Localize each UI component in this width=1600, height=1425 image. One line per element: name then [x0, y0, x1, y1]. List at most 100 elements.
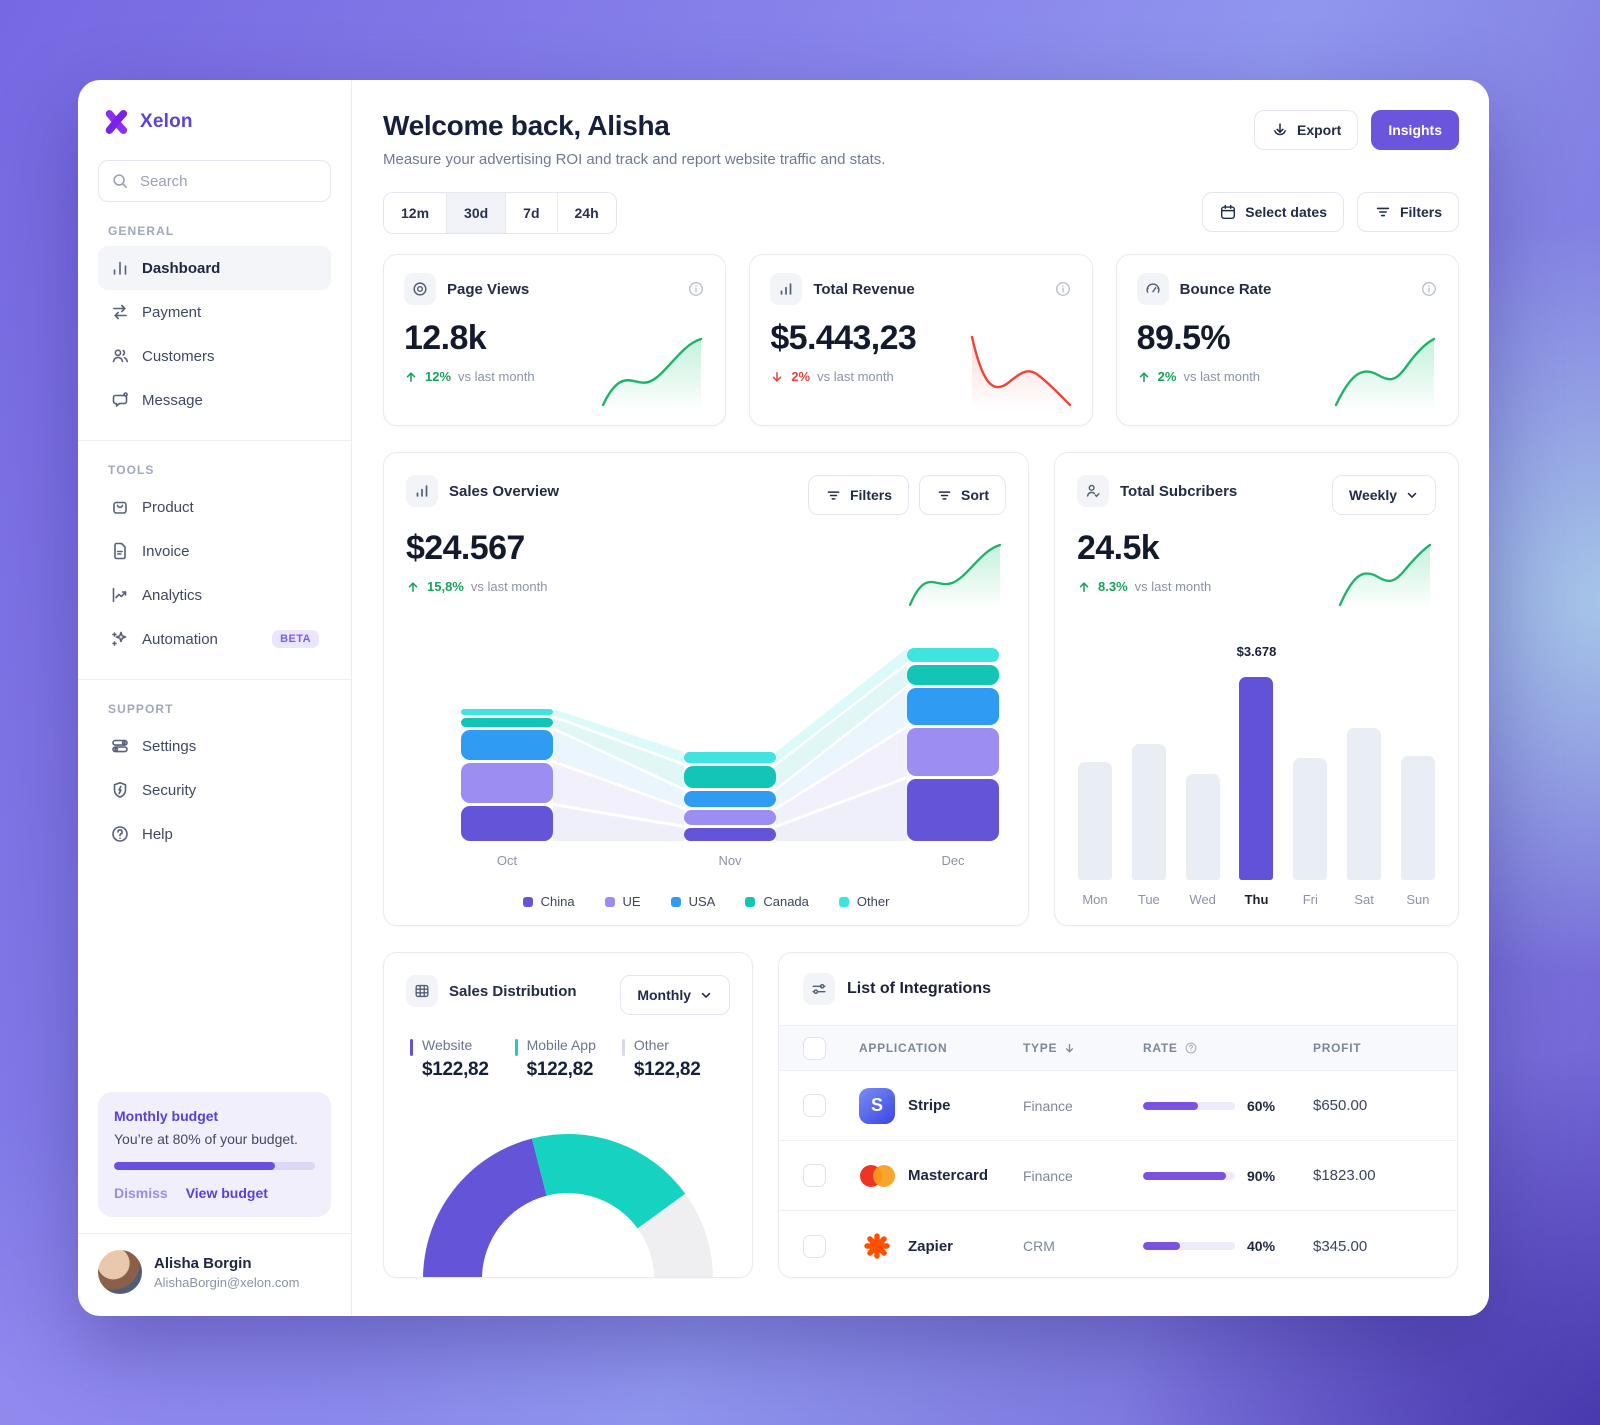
sort-icon — [936, 487, 953, 504]
card-title: Sales Overview — [449, 482, 560, 500]
bar-segment-oct-other — [461, 709, 553, 715]
info-icon[interactable] — [1420, 280, 1438, 298]
subscribers-period-dropdown[interactable]: Weekly — [1332, 475, 1436, 515]
help-icon — [110, 824, 130, 844]
select-all-checkbox[interactable] — [803, 1036, 826, 1060]
x-tick-dec: Dec — [941, 853, 965, 868]
col-type: TYPE — [1023, 1041, 1143, 1055]
week-col-tue: Tue — [1131, 668, 1167, 907]
insights-label: Insights — [1388, 122, 1442, 138]
stat-delta: 2% — [1157, 369, 1177, 384]
sales-filters-button[interactable]: Filters — [807, 475, 909, 515]
stripe-icon: S — [859, 1087, 895, 1124]
sales-sort-button[interactable]: Sort — [919, 475, 1006, 515]
info-icon[interactable] — [687, 280, 705, 298]
mastercard-icon — [859, 1158, 895, 1194]
integrations-icon — [803, 973, 835, 1005]
sparkline-up — [1334, 337, 1436, 411]
legend-dot — [745, 896, 756, 907]
bar-segment-dec-other — [907, 648, 999, 662]
budget-view-link[interactable]: View budget — [185, 1185, 268, 1201]
filter-icon — [1374, 203, 1392, 221]
sidebar-item-help[interactable]: Help — [98, 812, 331, 856]
distribution-period-dropdown[interactable]: Monthly — [620, 975, 730, 1015]
transfer-icon — [110, 302, 130, 322]
bar-segment-oct-usa — [461, 730, 553, 760]
col-rate: RATE — [1143, 1041, 1313, 1055]
sidebar-item-analytics[interactable]: Analytics — [98, 573, 331, 617]
sidebar-item-customers[interactable]: Customers — [98, 334, 331, 378]
week-col-wed: Wed — [1185, 668, 1221, 907]
section-label-tools: TOOLS — [108, 463, 155, 477]
info-icon[interactable] — [1054, 280, 1072, 298]
app-name: Stripe — [908, 1097, 951, 1114]
donut-segment-mobile-app — [531, 1134, 686, 1229]
arrow-up-icon — [1139, 371, 1148, 382]
bar-segment-dec-canada — [907, 665, 999, 685]
budget-dismiss-link[interactable]: Dismiss — [114, 1185, 168, 1201]
row-checkbox[interactable] — [803, 1094, 826, 1117]
sidebar-item-security[interactable]: Security — [98, 768, 331, 812]
filters-button[interactable]: Filters — [1356, 192, 1459, 232]
budget-title: Monthly budget — [114, 1108, 219, 1124]
user-profile[interactable]: Alisha Borgin AlishaBorgin@xelon.com — [78, 1233, 351, 1296]
table-row-mastercard: Mastercard Finance 90% $1823.00 — [779, 1141, 1457, 1211]
highlight-value-label: $3.678 — [1236, 644, 1277, 659]
profit-value: $345.00 — [1313, 1237, 1368, 1255]
chevron-down-icon — [1405, 488, 1419, 502]
range-7d[interactable]: 7d — [506, 193, 558, 233]
sidebar-item-settings[interactable]: Settings — [98, 724, 331, 768]
week-label-sat: Sat — [1354, 892, 1374, 907]
insights-button[interactable]: Insights — [1371, 110, 1459, 150]
x-tick-oct: Oct — [497, 853, 518, 868]
subscribers-value: 24.5k — [1077, 529, 1160, 567]
sidebar-item-label: Payment — [142, 303, 202, 321]
week-label-mon: Mon — [1082, 892, 1108, 907]
users-icon — [110, 346, 130, 366]
range-12m[interactable]: 12m — [384, 193, 448, 233]
week-bar-thu — [1239, 677, 1274, 880]
rate-cell: 40% — [1143, 1238, 1313, 1254]
range-30d[interactable]: 30d — [447, 193, 507, 233]
card-title: Sales Distribution — [449, 982, 577, 1000]
sidebar-item-dashboard[interactable]: Dashboard — [98, 246, 331, 290]
total-revenue-card: Total Revenue $5.443,23 2% vs last month — [749, 254, 1093, 426]
range-24h[interactable]: 24h — [557, 193, 616, 233]
dist-value: $122,82 — [422, 1059, 489, 1080]
legend-item-china: China — [522, 894, 575, 909]
sort-down-icon[interactable] — [1063, 1042, 1076, 1055]
stat-value: 12.8k — [404, 319, 487, 357]
arrow-up-icon — [1079, 581, 1089, 592]
sidebar-item-automation[interactable]: Automation BETA — [98, 617, 331, 661]
sidebar-item-message[interactable]: Message — [98, 378, 331, 422]
legend-label: USA — [688, 894, 716, 909]
bar-segment-nov-china — [684, 828, 776, 841]
stat-note: vs last month — [817, 369, 894, 384]
bar-segment-oct-canada — [461, 718, 553, 727]
distribution-period-value: Monthly — [637, 987, 691, 1003]
arrow-up-icon — [406, 371, 416, 382]
half-donut-chart — [413, 1129, 723, 1277]
ribbon-china — [553, 806, 684, 841]
row-checkbox[interactable] — [803, 1234, 826, 1258]
question-icon[interactable] — [1184, 1041, 1198, 1055]
legend-dot — [604, 896, 615, 907]
legend-dot — [838, 896, 849, 907]
sales-overview-value: $24.567 — [406, 529, 525, 567]
export-button[interactable]: Export — [1253, 110, 1359, 150]
sidebar-item-invoice[interactable]: Invoice — [98, 529, 331, 573]
week-col-mon: Mon — [1077, 668, 1113, 907]
stat-delta: 12% — [425, 369, 452, 384]
website-tick — [410, 1039, 413, 1056]
dist-label: Website — [422, 1037, 473, 1053]
sparkline-up — [1338, 543, 1432, 609]
bar-segment-oct-ue — [461, 763, 553, 803]
week-bar-mon — [1078, 762, 1112, 880]
sidebar-item-payment[interactable]: Payment — [98, 290, 331, 334]
row-checkbox[interactable] — [803, 1164, 826, 1187]
search-input[interactable] — [138, 171, 318, 191]
select-dates-button[interactable]: Select dates — [1202, 192, 1344, 232]
page-subtitle: Measure your advertising ROI and track a… — [383, 151, 886, 168]
legend-item-other: Other — [838, 894, 889, 909]
sidebar-item-product[interactable]: Product — [98, 485, 331, 529]
